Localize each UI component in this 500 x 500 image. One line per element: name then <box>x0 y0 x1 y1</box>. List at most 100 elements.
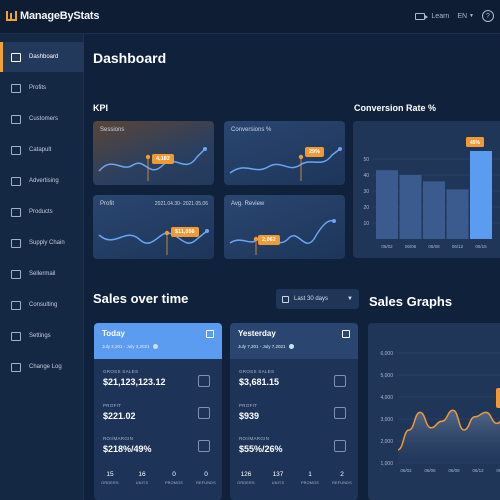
dashboard-icon <box>11 52 21 62</box>
tooltip-badge <box>496 388 500 408</box>
x-tick-label: 06/15 <box>496 468 500 473</box>
sidebar-item-catapult[interactable]: Catapult <box>0 135 84 165</box>
sidebar-item-settings[interactable]: Settings <box>0 321 84 351</box>
sales-card-title: Yesterday <box>238 329 276 338</box>
data-label: 45% <box>470 140 481 146</box>
sidebar-item-sellermail[interactable]: Sellermail <box>0 259 84 289</box>
sales-card-range: July 7,201 - July 7,2021 <box>238 344 350 349</box>
hand-money-icon <box>334 440 346 452</box>
sidebar-item-label: Dashboard <box>29 54 59 60</box>
kpi-card-avg-review[interactable]: Avg. Review 2,062 <box>224 195 345 259</box>
conversion-title: Conversion Rate % <box>354 103 437 113</box>
conversion-rate-card: 10 20 30 40 50 06/02 06/06 06/08 06/12 06/15 45% <box>353 121 500 258</box>
stat-units: 16 UNITS <box>126 471 158 485</box>
log-icon <box>11 362 21 372</box>
gross-sales-metric: GROSS SALES $3,681.15 <box>239 369 279 387</box>
x-tick-label: 06/15 <box>475 244 487 249</box>
kpi-label: Profit <box>100 201 115 207</box>
stat-orders: 15 ORDERS <box>94 471 126 485</box>
bar <box>446 189 469 239</box>
bar-chart-icon <box>11 83 21 93</box>
sales-graph-chart: 1,000 2,000 3,000 4,000 5,000 6,000 06/02 06/06… <box>380 351 500 473</box>
stat-value: 15 <box>106 471 114 478</box>
date-range-select[interactable]: Last 30 days ▼ <box>276 289 359 309</box>
metric-label: GROSS SALES <box>103 369 139 374</box>
sidebar-item-change-log[interactable]: Change Log <box>0 352 84 382</box>
y-tick-label: 40 <box>363 173 369 179</box>
kpi-card-sessions[interactable]: Sessions 4,182 <box>93 121 214 185</box>
y-tick-label: 3,000 <box>380 417 393 423</box>
roi-metric: ROI/MARGIN $218%/49% <box>103 436 152 454</box>
kpi-badge: $11,056 <box>171 227 199 237</box>
sidebar-item-dashboard[interactable]: Dashboard <box>0 42 84 72</box>
stat-value: 2 <box>340 471 344 478</box>
kpi-card-conversions[interactable]: Conversions % 29% <box>224 121 345 185</box>
sales-line <box>397 409 500 451</box>
brand-name: ManageByStats <box>20 10 100 22</box>
metric-value: $3,681.15 <box>239 377 280 387</box>
box-icon <box>11 207 21 217</box>
top-bar: ManageByStats Learn EN ▼ ? <box>0 0 500 34</box>
info-icon[interactable] <box>152 344 158 349</box>
sidebar-item-label: Products <box>29 209 53 215</box>
y-tick-label: 10 <box>363 221 369 227</box>
sales-card-yesterday[interactable]: Yesterday July 7,201 - July 7,2021 GROSS… <box>230 323 358 500</box>
highlight-badge <box>466 137 484 147</box>
calendar-icon[interactable] <box>342 330 350 338</box>
logo[interactable]: ManageByStats <box>6 10 100 22</box>
mail-icon <box>11 269 21 279</box>
range-text: July 7,201 - July 7,2021 <box>238 344 286 349</box>
sidebar-item-advertising[interactable]: Advertising <box>0 166 84 196</box>
chevron-down-icon: ▼ <box>469 13 474 19</box>
profit-sparkline <box>98 229 209 255</box>
stat-promos: 0 PROMOS <box>158 471 190 485</box>
kpi-label: Conversions % <box>231 127 272 133</box>
sessions-sparkline <box>98 147 207 181</box>
coins-icon <box>198 375 210 387</box>
calendar-icon <box>282 295 289 303</box>
kpi-card-profit[interactable]: Profit 2021.04.30- 2021.05.06 $11,056 <box>93 195 214 259</box>
stat-value: 137 <box>272 471 284 478</box>
stats-row: 126 ORDERS 137 UNITS 1 PROMOS 2 REFUNDS <box>230 471 358 485</box>
sidebar-item-consulting[interactable]: Consulting <box>0 290 84 320</box>
x-tick-label: 06/06 <box>424 468 436 473</box>
metric-label: PROFIT <box>103 403 122 408</box>
sidebar-item-label: Supply Chain <box>29 240 65 246</box>
date-range-label: Last 30 days <box>294 296 329 302</box>
sales-graphs-title: Sales Graphs <box>369 294 453 309</box>
metric-value: $218%/49% <box>103 444 152 454</box>
stat-label: REFUNDS <box>332 481 352 485</box>
top-right-controls: Learn EN ▼ ? <box>415 10 494 22</box>
profit-metric: PROFIT $221.02 <box>103 403 136 421</box>
rocket-icon <box>11 145 21 155</box>
sidebar-item-label: Sellermail <box>29 271 56 277</box>
sidebar-item-label: Settings <box>29 333 51 339</box>
sidebar-item-products[interactable]: Products <box>0 197 84 227</box>
stat-units: 137 UNITS <box>262 471 294 485</box>
coins-icon <box>334 375 346 387</box>
calendar-icon[interactable] <box>206 330 214 338</box>
sidebar-item-profits[interactable]: Profits <box>0 73 84 103</box>
x-tick-label: 06/08 <box>428 244 440 249</box>
language-select[interactable]: EN ▼ <box>457 13 474 20</box>
learn-link[interactable]: Learn <box>415 12 449 20</box>
sidebar-item-label: Profits <box>29 85 47 91</box>
logo-icon <box>6 11 17 21</box>
chevron-down-icon: ▼ <box>347 296 353 302</box>
kpi-date: 2021.04.30- 2021.05.06 <box>154 201 208 207</box>
sales-card-header: Yesterday July 7,201 - July 7,2021 <box>230 323 358 359</box>
kpi-label: Avg. Review <box>231 201 265 207</box>
sidebar-item-supply-chain[interactable]: Supply Chain <box>0 228 84 258</box>
stat-refunds: 0 REFUNDS <box>190 471 222 485</box>
y-tick-label: 1,000 <box>380 461 393 467</box>
y-tick-label: 30 <box>363 189 369 195</box>
stat-label: UNITS <box>135 481 149 485</box>
info-icon[interactable] <box>288 344 294 349</box>
help-icon[interactable]: ? <box>482 10 494 22</box>
chat-icon <box>11 300 21 310</box>
sidebar-item-customers[interactable]: Customers <box>0 104 84 134</box>
sidebar-item-label: Consulting <box>29 302 58 308</box>
stat-label: REFUNDS <box>196 481 216 485</box>
sales-over-time-title: Sales over time <box>93 291 189 306</box>
sales-card-today[interactable]: Today July 2,201 - July 3,2021 GROSS SAL… <box>94 323 222 500</box>
